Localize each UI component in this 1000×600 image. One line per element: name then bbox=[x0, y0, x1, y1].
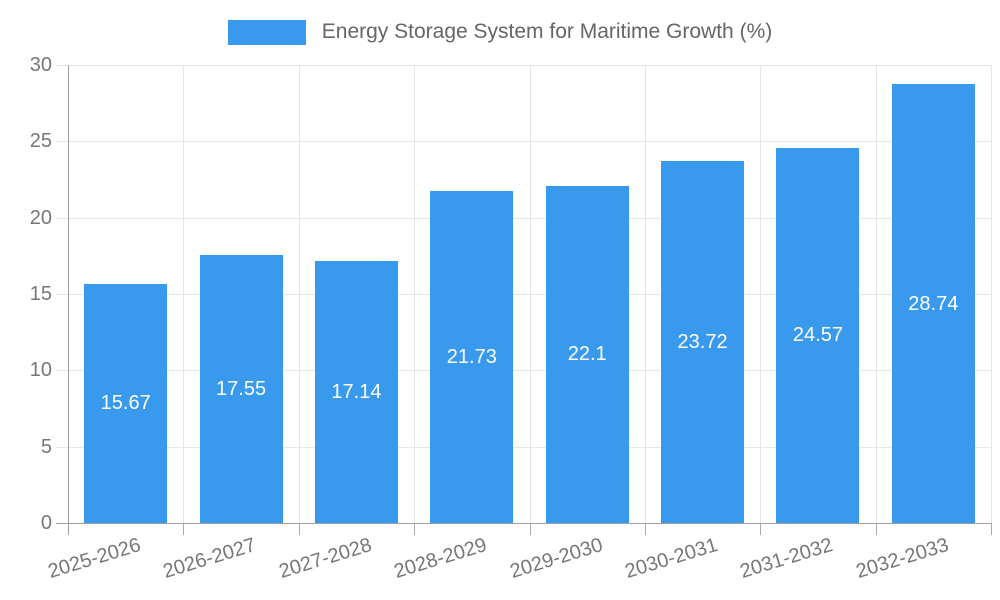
x-tick-label: 2027-2028 bbox=[276, 533, 375, 583]
legend-swatch bbox=[227, 19, 306, 45]
bar: 28.74 bbox=[891, 84, 975, 523]
y-axis-line bbox=[68, 65, 69, 523]
x-tick-mark bbox=[529, 523, 531, 535]
x-tick-mark bbox=[644, 523, 646, 535]
legend-label: Energy Storage System for Maritime Growt… bbox=[321, 20, 773, 43]
bar: 21.73 bbox=[430, 191, 514, 523]
bar-value-label: 24.57 bbox=[792, 324, 843, 347]
y-tick-label: 5 bbox=[40, 435, 52, 458]
gridline-v bbox=[760, 65, 762, 523]
bar: 22.1 bbox=[545, 185, 629, 523]
bar: 17.14 bbox=[314, 261, 398, 523]
x-tick-mark bbox=[298, 523, 300, 535]
x-tick-mark bbox=[875, 523, 877, 535]
x-tick-label: 2026-2027 bbox=[160, 533, 259, 583]
gridline-h bbox=[56, 370, 991, 372]
bar-value-label: 28.74 bbox=[908, 292, 959, 315]
y-tick-label: 30 bbox=[29, 54, 52, 76]
y-tick-label: 0 bbox=[40, 512, 52, 534]
bar: 24.57 bbox=[776, 147, 860, 523]
gridline-v bbox=[644, 65, 646, 523]
x-tick-mark bbox=[68, 523, 69, 535]
gridline-v bbox=[298, 65, 300, 523]
x-tick-label: 2030-2031 bbox=[622, 533, 721, 583]
bar-value-label: 22.1 bbox=[567, 343, 607, 366]
gridline-h bbox=[56, 294, 991, 295]
gridline-v bbox=[991, 65, 992, 523]
gridline-h bbox=[56, 65, 991, 66]
gridline-v bbox=[414, 65, 416, 523]
bar: 23.72 bbox=[661, 160, 745, 523]
bar-value-label: 17.14 bbox=[331, 381, 382, 404]
y-tick-label: 20 bbox=[29, 206, 52, 229]
y-tick-label: 15 bbox=[29, 283, 52, 305]
x-tick-label: 2025-2026 bbox=[45, 533, 144, 583]
gridline-v bbox=[529, 65, 531, 523]
bar: 15.67 bbox=[84, 283, 168, 523]
gridline-h bbox=[56, 446, 991, 448]
chart-legend[interactable]: Energy Storage System for Maritime Growt… bbox=[0, 18, 1000, 46]
bar-value-label: 23.72 bbox=[677, 330, 728, 353]
x-tick-label: 2029-2030 bbox=[507, 533, 605, 583]
gridline-h bbox=[56, 141, 991, 143]
x-tick-label: 2031-2032 bbox=[737, 533, 836, 583]
x-tick-mark bbox=[183, 523, 185, 535]
x-tick-mark bbox=[991, 523, 992, 535]
x-tick-mark bbox=[414, 523, 416, 535]
gridline-h bbox=[56, 217, 991, 219]
bar-value-label: 15.67 bbox=[100, 392, 151, 415]
gridline-v bbox=[183, 65, 185, 523]
y-tick-label: 10 bbox=[29, 359, 52, 382]
bar: 17.55 bbox=[199, 255, 283, 523]
y-tick-label: 25 bbox=[29, 130, 52, 153]
gridline-v bbox=[875, 65, 877, 523]
x-axis-line bbox=[56, 523, 991, 524]
x-tick-label: 2028-2029 bbox=[391, 533, 490, 583]
x-tick-label: 2032-2033 bbox=[853, 533, 952, 583]
bar-value-label: 21.73 bbox=[446, 346, 497, 369]
bar-value-label: 17.55 bbox=[216, 378, 267, 401]
x-tick-mark bbox=[760, 523, 762, 535]
